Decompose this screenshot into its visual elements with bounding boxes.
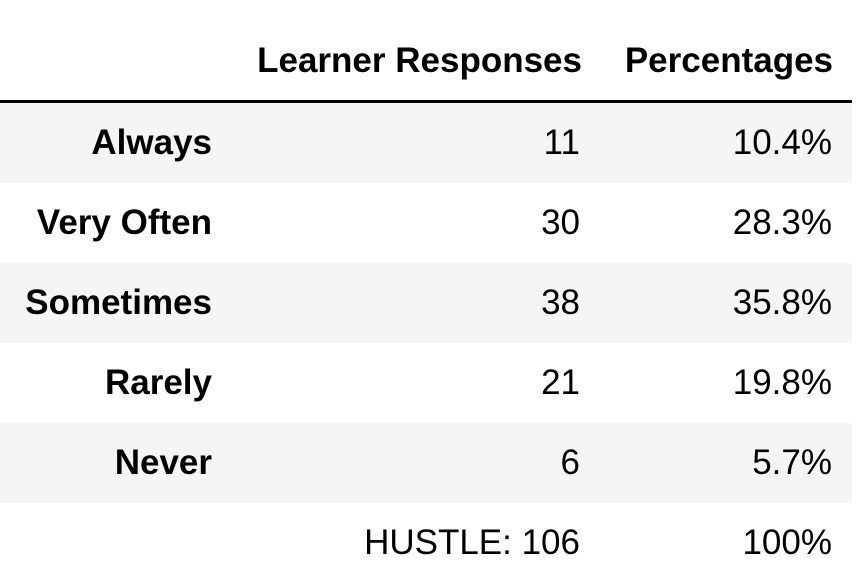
table-row: Very Often 30 28.3% [0,183,852,263]
row-label: Very Often [36,203,212,242]
table-header: Learner Responses Percentages [0,0,852,103]
column-header-learner-responses: Learner Responses [257,41,582,80]
total-percentage-cell: 100% [742,523,832,562]
responses-cell: 6 [560,443,580,482]
table-row: Sometimes 38 35.8% [0,263,852,343]
table-row: Always 11 10.4% [0,103,852,183]
row-label: Sometimes [25,283,212,322]
percentage-cell: 10.4% [732,123,832,162]
row-label: Never [114,443,212,482]
table-row: Never 6 5.7% [0,423,852,503]
total-responses-cell: HUSTLE: 106 [364,523,580,562]
responses-cell: 21 [541,363,580,402]
total-row: HUSTLE: 106 100% [0,503,852,583]
responses-cell: 38 [541,283,580,322]
table-row: Rarely 21 19.8% [0,343,852,423]
percentage-cell: 19.8% [732,363,832,402]
row-label: Always [91,123,212,162]
percentage-cell: 5.7% [752,443,832,482]
row-label: Rarely [104,363,212,402]
table-body: Always 11 10.4% Very Often 30 28.3% Some… [0,103,852,583]
column-header-percentages: Percentages [624,41,833,80]
responses-cell: 11 [543,123,580,162]
percentage-cell: 35.8% [732,283,832,322]
responses-cell: 30 [541,203,580,242]
percentage-cell: 28.3% [732,203,832,242]
